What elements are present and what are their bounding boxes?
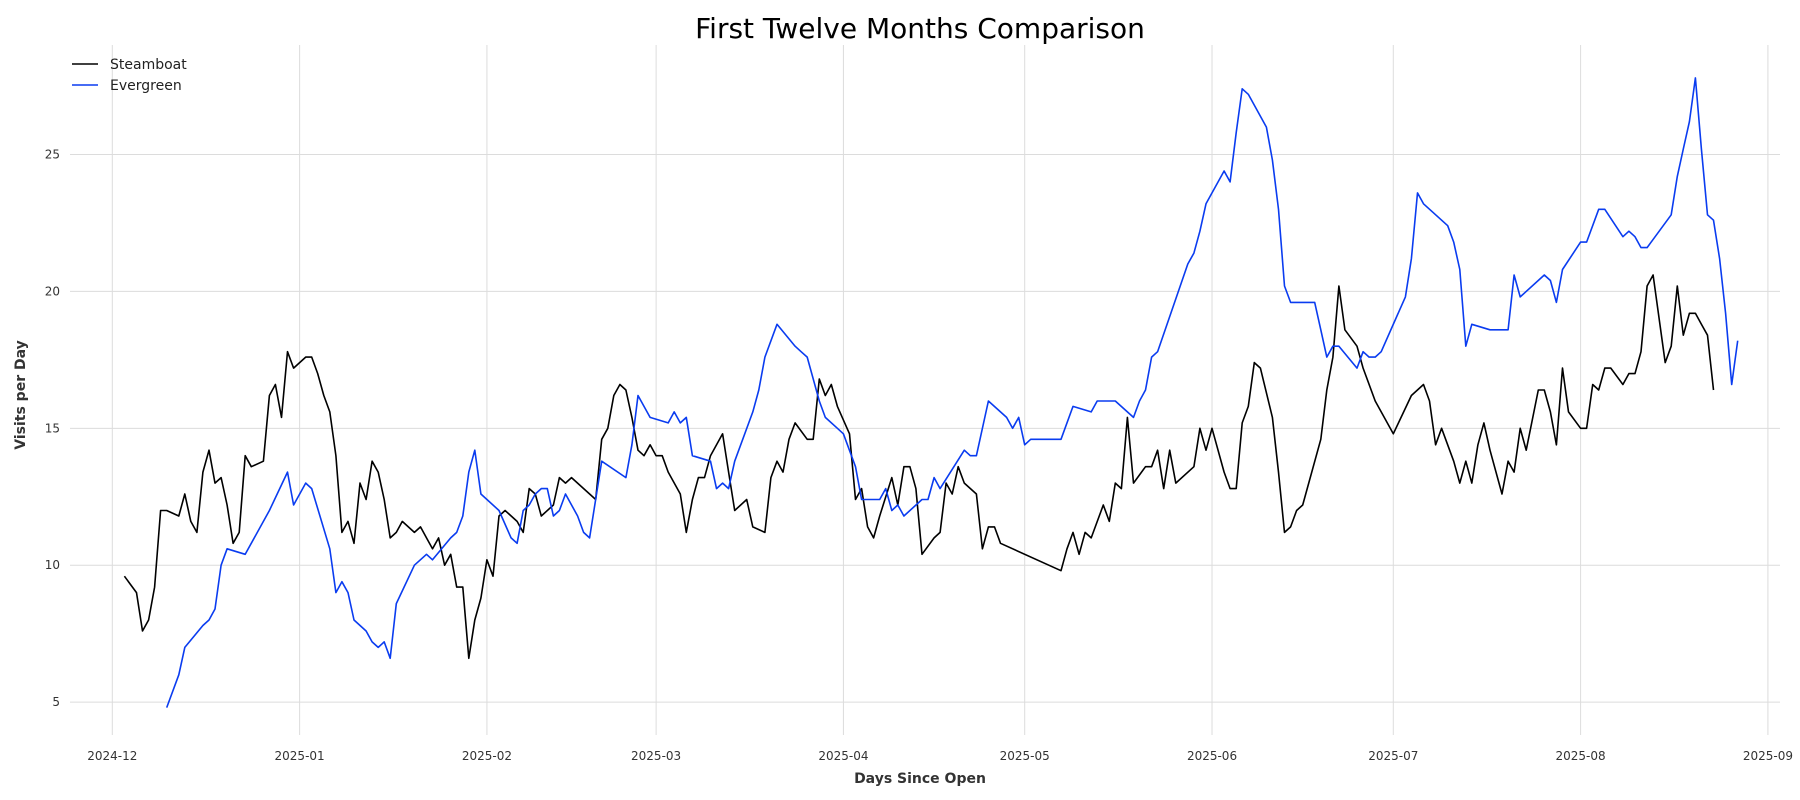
x-tick-label: 2024-12: [87, 749, 137, 763]
x-tick-label: 2025-09: [1743, 749, 1793, 763]
y-tick-label: 5: [52, 695, 60, 709]
legend-label-steamboat: Steamboat: [110, 57, 187, 73]
y-tick-label: 15: [45, 421, 60, 435]
y-tick-label: 25: [45, 148, 60, 162]
x-tick-label: 2025-02: [462, 749, 512, 763]
series-line-evergreen: [165, 77, 1739, 708]
x-axis-label: Days Since Open: [854, 771, 986, 787]
series-line-steamboat: [123, 274, 1715, 660]
x-tick-label: 2025-03: [631, 749, 681, 763]
series-lines: [123, 77, 1739, 708]
grid: [70, 45, 1780, 735]
x-tick-label: 2025-01: [275, 749, 325, 763]
legend: Steamboat Evergreen: [72, 57, 187, 94]
x-tick-label: 2025-07: [1368, 749, 1418, 763]
y-tick-label: 10: [45, 558, 60, 572]
x-tick-label: 2025-05: [1000, 749, 1050, 763]
x-tick-label: 2025-06: [1187, 749, 1237, 763]
legend-label-evergreen: Evergreen: [110, 78, 182, 94]
chart-title: First Twelve Months Comparison: [695, 12, 1145, 45]
tick-labels: 2024-12 2025-01 2025-02 2025-03 2025-04 2025-…: [45, 148, 1793, 763]
y-tick-label: 20: [45, 284, 60, 298]
y-axis-label: Visits per Day: [13, 340, 29, 449]
x-tick-label: 2025-04: [818, 749, 868, 763]
x-tick-label: 2025-08: [1556, 749, 1606, 763]
